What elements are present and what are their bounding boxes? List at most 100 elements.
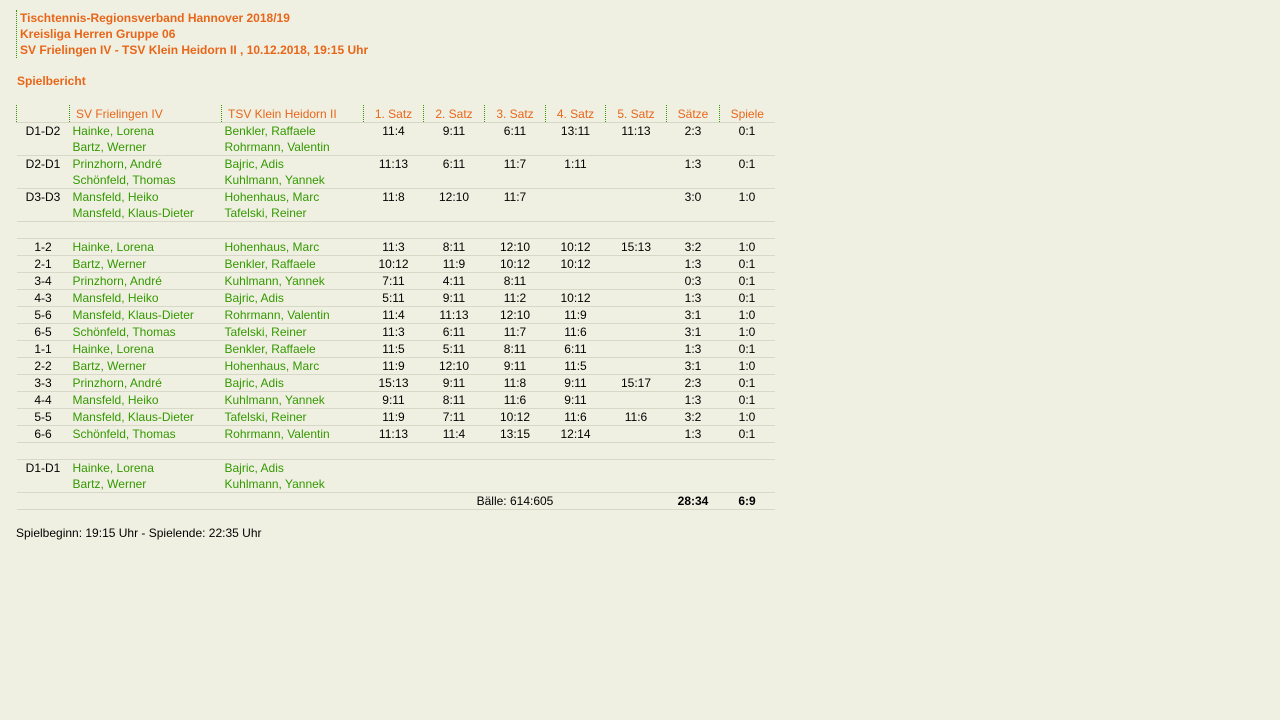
totals-row: Bälle: 614:605 28:34 6:9 (16, 492, 775, 510)
spacer (16, 221, 775, 239)
set-score: 15:17 (605, 374, 667, 392)
pairing: D1-D2 (16, 122, 70, 156)
singles-row: 3-3 Prinzhorn, André Bajric, Adis 15:13 9:11… (16, 374, 775, 392)
away-player: Kuhlmann, Yannek (221, 391, 364, 409)
set-score (605, 340, 667, 358)
pairing: 5-6 (16, 306, 70, 324)
set-score: 6:11 (423, 155, 485, 189)
spacer-row (16, 221, 775, 239)
game-result: 1:0 (719, 306, 775, 324)
home-player-name: Mansfeld, Heiko (72, 190, 159, 204)
singles-row: 2-1 Bartz, Werner Benkler, Raffaele 10:12 11… (16, 255, 775, 273)
header-row: SV Frielingen IV TSV Klein Heidorn II 1.… (16, 105, 775, 123)
set-score: 12:10 (484, 238, 546, 256)
away-player-name: Benkler, Raffaele (224, 124, 316, 138)
away-player: Tafelski, Reiner (221, 408, 364, 426)
set-score (484, 459, 546, 493)
pairing: D2-D1 (16, 155, 70, 189)
spacer (16, 442, 775, 460)
set-score (605, 357, 667, 375)
home-player: Hainke, Lorena (69, 340, 222, 358)
away-player: Kuhlmann, Yannek (221, 272, 364, 290)
home-player-name: Prinzhorn, André (72, 157, 162, 171)
game-result: 0:1 (719, 425, 775, 443)
set-score: 12:10 (423, 357, 485, 375)
col-set4: 4. Satz (545, 105, 606, 123)
game-result: 0:1 (719, 255, 775, 273)
set-score (545, 272, 606, 290)
set-score: 11:6 (605, 408, 667, 426)
away-player: Hohenhaus, Marc (221, 238, 364, 256)
pairing: 6-5 (16, 323, 70, 341)
game-result: 1:0 (719, 238, 775, 256)
away-player: Bajric, Adis (221, 374, 364, 392)
sets-result: 2:3 (666, 122, 720, 156)
col-set1: 1. Satz (363, 105, 424, 123)
home-player: Prinzhorn, André (69, 374, 222, 392)
game-result: 0:1 (719, 122, 775, 156)
game-result: 0:1 (719, 340, 775, 358)
set-score: 11:2 (484, 289, 546, 307)
home-player-name: Bartz, Werner (72, 140, 147, 154)
set-score: 10:12 (484, 255, 546, 273)
set-score: 11:13 (605, 122, 667, 156)
pairing: 6-6 (16, 425, 70, 443)
set-score (605, 425, 667, 443)
pairing: 1-2 (16, 238, 70, 256)
home-player: Hainke, Lorena Bartz, Werner (69, 459, 222, 493)
singles-row: 3-4 Prinzhorn, André Kuhlmann, Yannek 7:11 4… (16, 272, 775, 290)
set-score: 12:10 (423, 188, 485, 222)
set-score (545, 188, 606, 222)
sets-result: 3:1 (666, 306, 720, 324)
set-score: 11:3 (363, 323, 424, 341)
pairing: 4-4 (16, 391, 70, 409)
set-score (605, 272, 667, 290)
home-player: Prinzhorn, André (69, 272, 222, 290)
sets-result: 3:2 (666, 408, 720, 426)
pairing: 4-3 (16, 289, 70, 307)
total-saetze: 28:34 (666, 492, 720, 510)
doubles-row: D1-D2 Hainke, Lorena Bartz, Werner Benkler,… (16, 122, 775, 156)
set-score: 11:7 (484, 188, 546, 222)
singles-row: 1-1 Hainke, Lorena Benkler, Raffaele 11:5 5:… (16, 340, 775, 358)
away-player-name: Hohenhaus, Marc (224, 190, 320, 204)
set-score: 11:7 (484, 155, 546, 189)
spacer-row (16, 442, 775, 460)
set-score: 15:13 (605, 238, 667, 256)
set-score (545, 459, 606, 493)
game-result: 1:0 (719, 357, 775, 375)
home-player-name: Bartz, Werner (72, 477, 147, 491)
set-score (363, 459, 424, 493)
home-player: Hainke, Lorena Bartz, Werner (69, 122, 222, 156)
set-score: 11:8 (484, 374, 546, 392)
game-result: 1:0 (719, 188, 775, 222)
game-result: 0:1 (719, 289, 775, 307)
home-player-name: Schönfeld, Thomas (72, 173, 176, 187)
set-score: 11:9 (363, 408, 424, 426)
set-score: 8:11 (423, 238, 485, 256)
set-score: 11:6 (545, 408, 606, 426)
doubles-row: D2-D1 Prinzhorn, André Schönfeld, Thomas Ba… (16, 155, 775, 189)
page-header: Tischtennis-Regionsverband Hannover 2018… (16, 10, 368, 58)
home-player: Prinzhorn, André Schönfeld, Thomas (69, 155, 222, 189)
set-score: 10:12 (545, 238, 606, 256)
set-score: 9:11 (423, 289, 485, 307)
pairing: 3-4 (16, 272, 70, 290)
set-score (605, 255, 667, 273)
home-player-name: Mansfeld, Klaus-Dieter (72, 206, 194, 220)
set-score: 9:11 (545, 391, 606, 409)
away-player-name: Kuhlmann, Yannek (224, 477, 325, 491)
singles-row: 4-4 Mansfeld, Heiko Kuhlmann, Yannek 9:11 8:… (16, 391, 775, 409)
away-player-name: Bajric, Adis (224, 461, 284, 475)
set-score: 8:11 (484, 272, 546, 290)
home-player: Mansfeld, Klaus-Dieter (69, 306, 222, 324)
game-result: 0:1 (719, 391, 775, 409)
set-score: 6:11 (423, 323, 485, 341)
sets-result: 1:3 (666, 391, 720, 409)
pairing: 2-2 (16, 357, 70, 375)
col-home: SV Frielingen IV (69, 105, 222, 123)
spacer (16, 492, 364, 510)
away-player-name: Kuhlmann, Yannek (224, 173, 325, 187)
away-player: Bajric, Adis (221, 289, 364, 307)
set-score (605, 323, 667, 341)
